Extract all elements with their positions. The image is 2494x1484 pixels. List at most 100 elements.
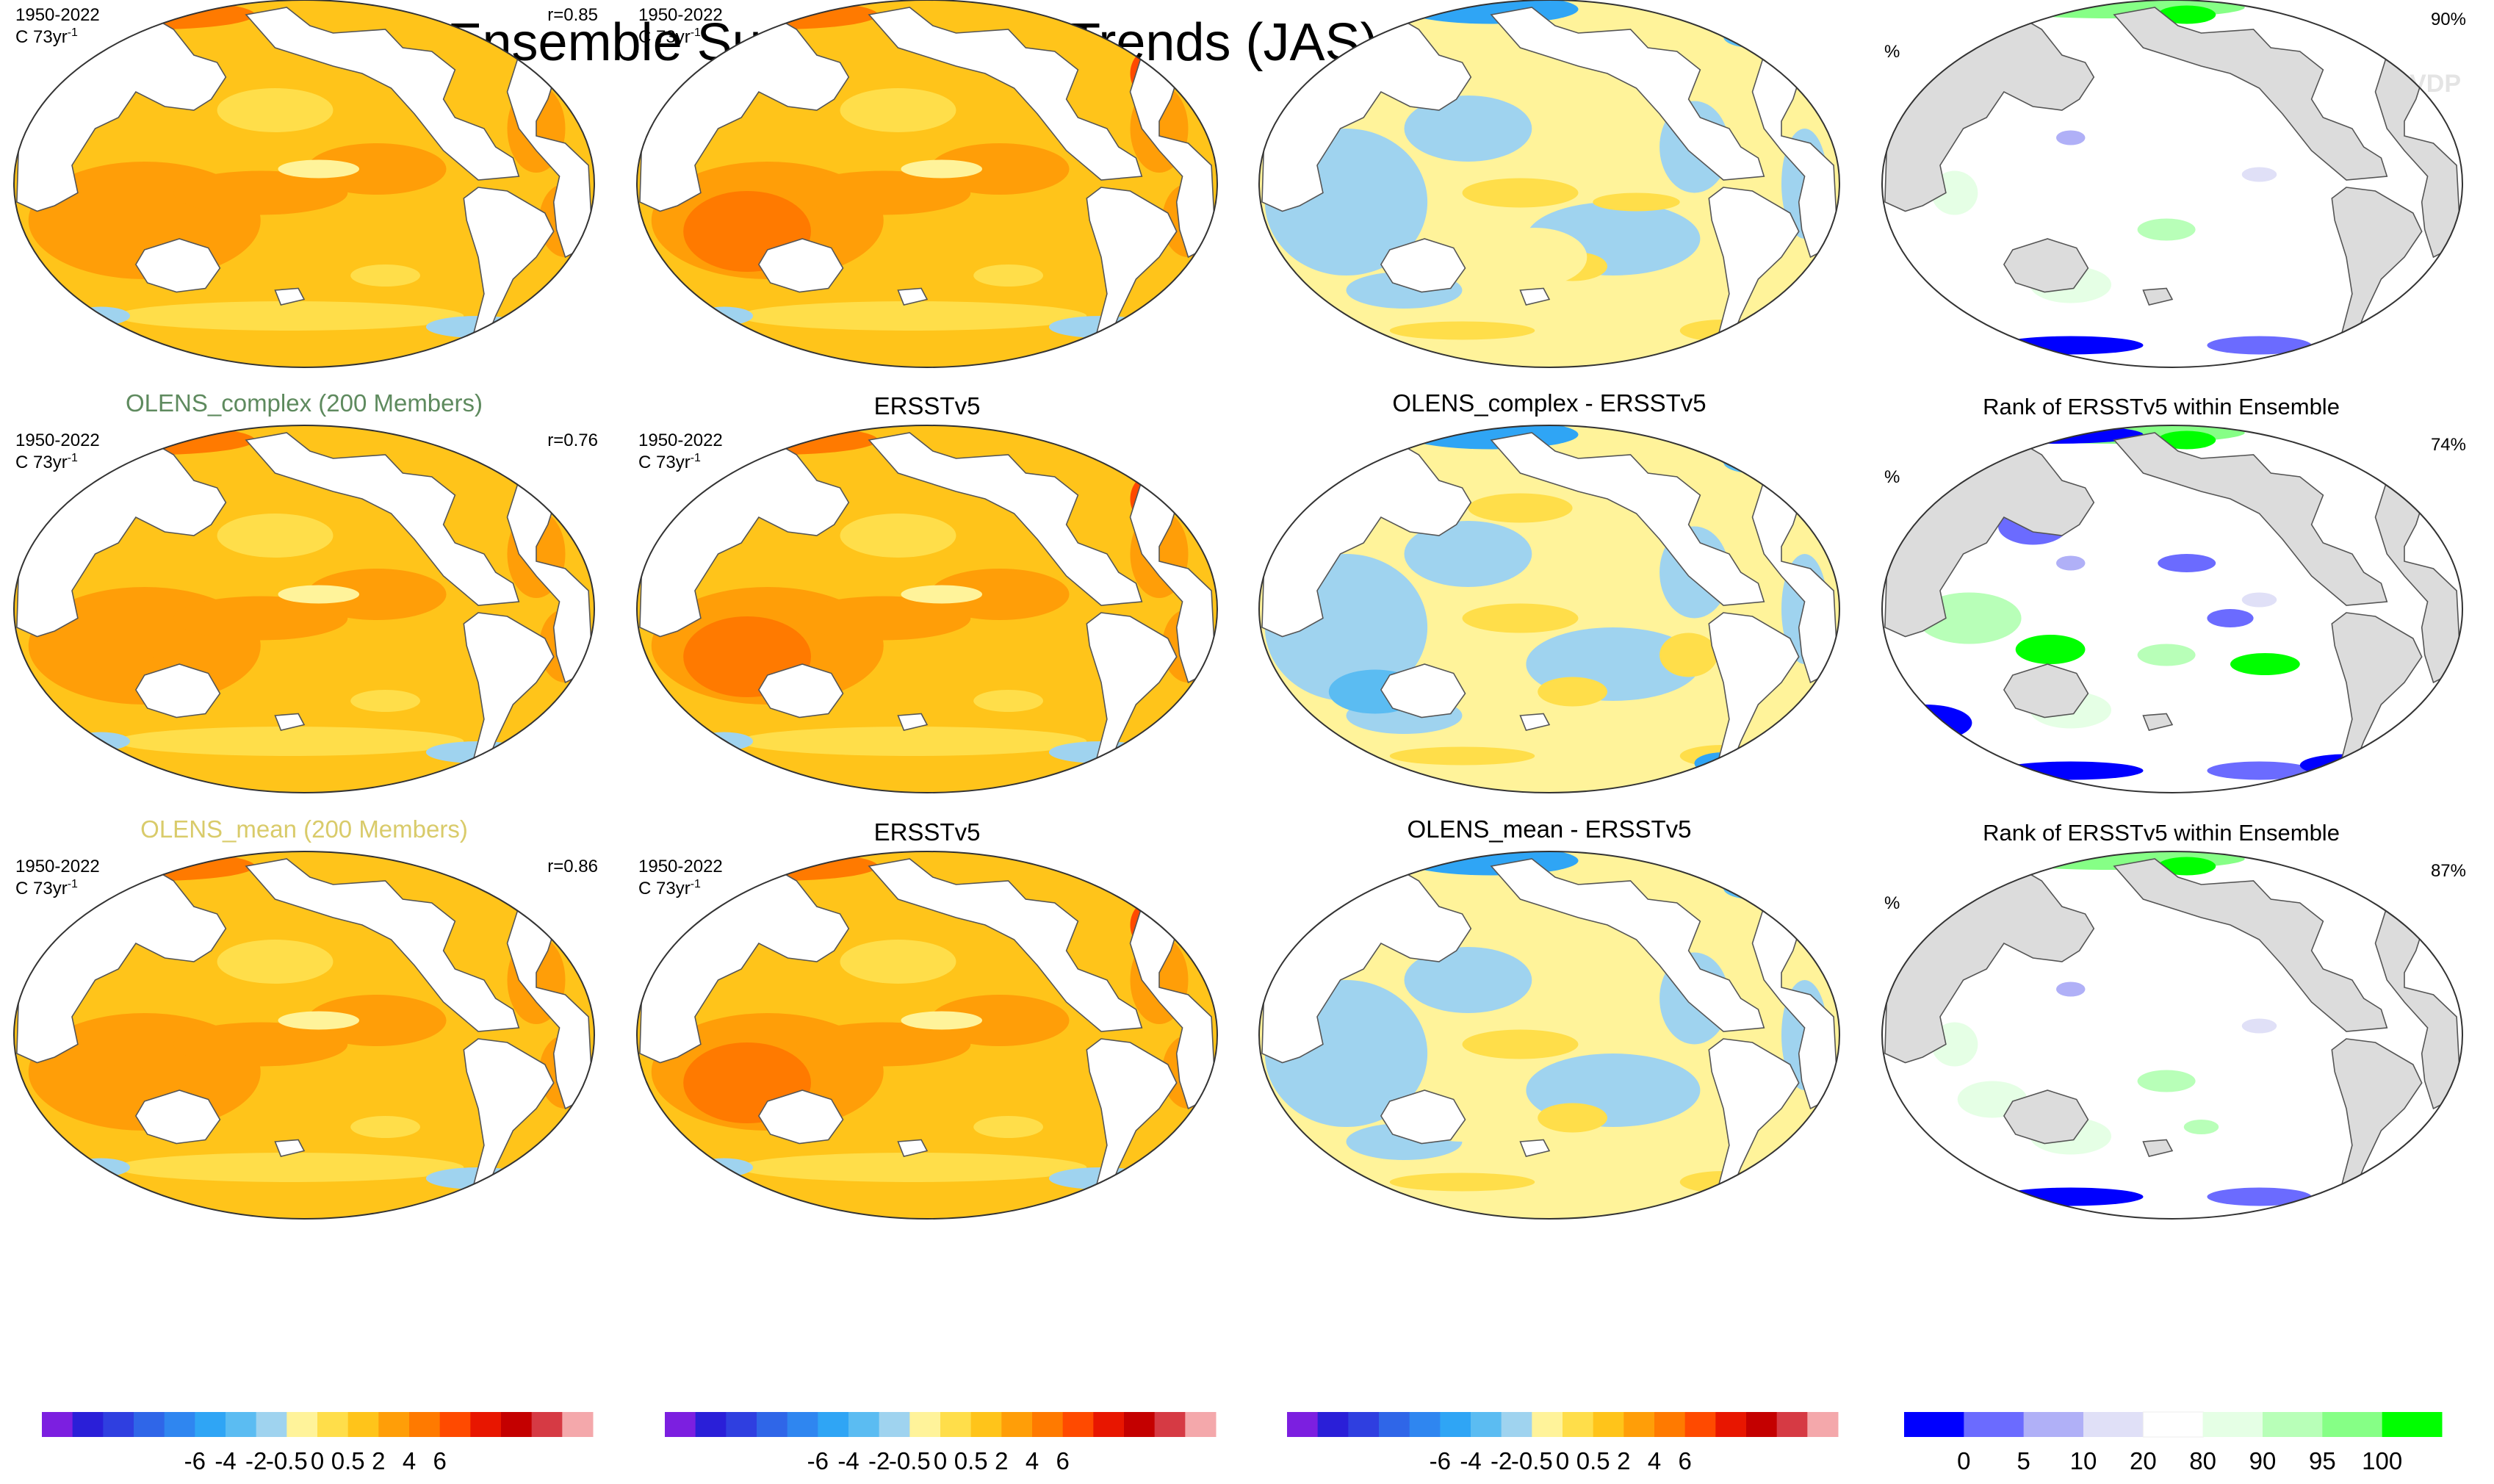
ocean-anomaly-region bbox=[1101, 859, 1159, 881]
ocean-anomaly-region bbox=[2158, 5, 2216, 24]
ocean-anomaly-region bbox=[173, 170, 348, 215]
colorbar-tick-label: -0.5 bbox=[1511, 1447, 1553, 1474]
ocean-anomaly-region bbox=[156, 851, 191, 865]
ocean-anomaly-region bbox=[2241, 1018, 2277, 1034]
colorbar-swatch bbox=[1348, 1412, 1380, 1437]
colorbar-swatch bbox=[195, 1412, 226, 1437]
rank-units: % bbox=[1884, 42, 1900, 62]
colorbar-tick-label: -2 bbox=[1491, 1447, 1512, 1474]
pattern-correlation: r=0.86 bbox=[547, 857, 598, 876]
colorbar-swatch bbox=[409, 1412, 441, 1437]
rank-colorbar: 0 5 10 20 80 90 95 100 bbox=[1904, 1411, 2443, 1474]
colorbar-tick-label: -4 bbox=[837, 1447, 859, 1474]
ocean-anomaly-region bbox=[1101, 433, 1159, 455]
continent-land bbox=[21, 76, 44, 112]
colorbar-tick-label: 0.5 bbox=[331, 1447, 365, 1474]
ocean-anomaly-region bbox=[1305, 750, 1375, 769]
ocean-anomaly-region bbox=[306, 143, 447, 195]
units-label: C 73yr-1 bbox=[638, 878, 701, 898]
period-label: 1950-2022 bbox=[15, 857, 100, 876]
ocean-anomaly-region bbox=[306, 569, 447, 620]
map-outline bbox=[1881, 851, 2463, 1220]
colorbar-tick-label: -2 bbox=[245, 1447, 267, 1474]
difference-title: OLENS_complex - ERSSTv5 bbox=[1392, 389, 1706, 417]
ocean-anomaly-region bbox=[1404, 521, 1532, 587]
colorbar-swatch bbox=[1154, 1412, 1186, 1437]
ocean-anomaly-region bbox=[2015, 635, 2086, 664]
continent-land bbox=[897, 287, 929, 306]
rank-title: Rank of ERSSTv5 within Ensemble bbox=[1983, 820, 2340, 846]
rank-units: % bbox=[1884, 467, 1900, 487]
colorbar-swatch bbox=[665, 1412, 696, 1437]
colorbar-swatch bbox=[1409, 1412, 1441, 1437]
colorbar-tick-label: 100 bbox=[2362, 1447, 2402, 1474]
colorbar-swatch bbox=[940, 1412, 972, 1437]
colorbar-swatch bbox=[1032, 1412, 1064, 1437]
ocean-anomaly-region bbox=[95, 638, 154, 675]
ocean-anomaly-region bbox=[973, 690, 1043, 712]
map-panel-r3-c4: Rank of ERSSTv5 within Ensemble% 87% bbox=[1881, 820, 2466, 1220]
ocean-anomaly-region bbox=[2158, 431, 2216, 450]
colorbar-swatch bbox=[1124, 1412, 1156, 1437]
colorbar-swatch bbox=[470, 1412, 502, 1437]
ocean-anomaly-region bbox=[767, 851, 826, 866]
colorbar-swatch bbox=[164, 1412, 195, 1437]
ocean-anomaly-region bbox=[1404, 947, 1532, 1013]
colorbar-swatch bbox=[1501, 1412, 1532, 1437]
colorbar-swatch bbox=[2382, 1412, 2443, 1437]
ocean-anomaly-region bbox=[840, 88, 956, 132]
map-panel-r2-c1: OLENS_complex (200 Members) 1950-2022 C 73… bbox=[13, 389, 598, 793]
colorbar-tick-label: -0.5 bbox=[889, 1447, 931, 1474]
colorbar-swatch bbox=[1623, 1412, 1655, 1437]
map-outline bbox=[636, 851, 1218, 1220]
ocean-anomaly-region bbox=[738, 1153, 1087, 1182]
model-title: OLENS_complex (200 Members) bbox=[126, 389, 483, 417]
colorbar-swatch bbox=[1684, 1412, 1716, 1437]
ocean-anomaly-region bbox=[1468, 493, 1573, 523]
obs-title: ERSSTv5 bbox=[874, 392, 981, 419]
ocean-anomaly-region bbox=[695, 1158, 753, 1177]
units-label: C 73yr-1 bbox=[638, 452, 701, 472]
ocean-anomaly-region bbox=[1389, 1173, 1535, 1192]
continent-land bbox=[1889, 501, 1912, 537]
colorbar-swatch bbox=[1746, 1412, 1778, 1437]
ocean-anomaly-region bbox=[350, 264, 420, 287]
ocean-anomaly-region bbox=[2230, 653, 2300, 675]
ocean-anomaly-region bbox=[2158, 554, 2216, 572]
ocean-anomaly-region bbox=[796, 1022, 971, 1067]
continent-land bbox=[1380, 1089, 1466, 1145]
continent-land bbox=[1266, 927, 1289, 963]
trend-colorbar-3: -6 -4 -2-0.5 0 0.5 2 4 6 bbox=[1287, 1412, 1839, 1474]
ocean-anomaly-region bbox=[1538, 677, 1608, 707]
colorbar-swatch bbox=[1093, 1412, 1125, 1437]
colorbar-swatch bbox=[72, 1412, 104, 1437]
units-superscript: -1 bbox=[691, 878, 701, 890]
colorbar-swatch bbox=[2142, 1411, 2204, 1438]
ocean-anomaly-region bbox=[95, 1065, 154, 1101]
ocean-anomaly-region bbox=[2183, 1120, 2219, 1134]
continent-land bbox=[1380, 663, 1466, 718]
ocean-anomaly-region bbox=[1723, 26, 1781, 48]
map-panel-r3-c3: OLENS_mean - ERSSTv5 bbox=[1258, 815, 1840, 1220]
continent-land bbox=[1266, 76, 1289, 112]
map-outline bbox=[13, 0, 595, 368]
colorbar-tick-label: 0.5 bbox=[954, 1447, 988, 1474]
ocean-anomaly-region bbox=[2158, 857, 2216, 876]
ocean-anomaly-region bbox=[2241, 592, 2277, 608]
colorbar-tick-label: 5 bbox=[2017, 1447, 2030, 1474]
units-superscript: -1 bbox=[68, 878, 78, 890]
ocean-anomaly-region bbox=[1404, 96, 1532, 162]
colorbar-swatch bbox=[1807, 1412, 1839, 1437]
continent-land bbox=[245, 432, 520, 606]
colorbar-swatch bbox=[347, 1412, 379, 1437]
colorbar-swatch bbox=[317, 1412, 349, 1437]
ocean-anomaly-region bbox=[695, 306, 753, 325]
continent-land bbox=[2113, 432, 2388, 606]
map-outline bbox=[1881, 0, 2463, 368]
ocean-anomaly-region bbox=[1404, 425, 1579, 450]
continent-land bbox=[1889, 927, 1912, 963]
ocean-anomaly-region bbox=[350, 690, 420, 712]
ocean-anomaly-region bbox=[1462, 1029, 1579, 1059]
